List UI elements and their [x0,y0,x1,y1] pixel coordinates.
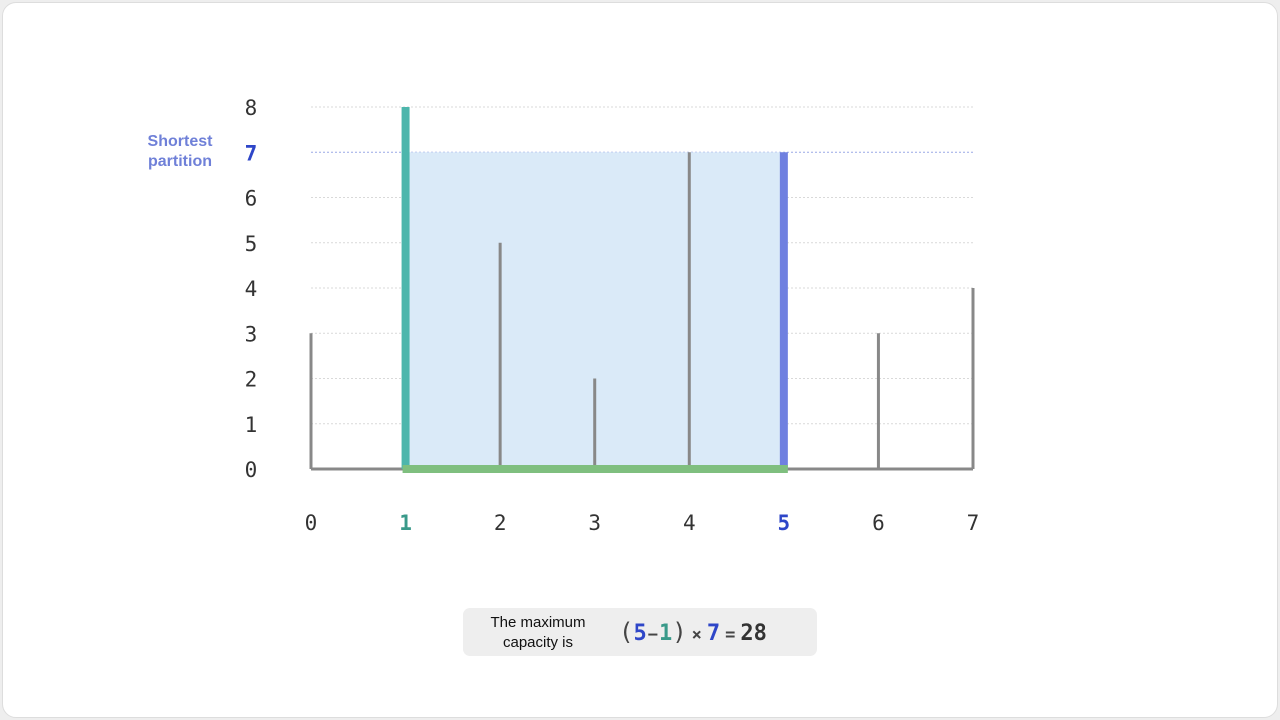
formula-caption-line2: capacity is [502,634,574,651]
formula-caption: The maximum capacity is [473,613,603,653]
x-tick-label-6: 6 [872,511,885,535]
shortest-partition-label-line2: partition [148,153,212,170]
x-tick-label-4: 4 [683,511,696,535]
y-tick-label-0: 0 [245,458,258,482]
y-tick-label-7: 7 [245,141,258,165]
x-tick-label-7: 7 [967,511,980,535]
x-tick-label-0: 0 [305,511,318,535]
formula-equals: = [725,625,736,645]
axis-labels: 0 1 2 3 4 5 6 7 8 0 1 2 3 4 5 6 7 [245,96,980,535]
y-tick-label-5: 5 [245,232,258,256]
x-tick-label-3: 3 [588,511,601,535]
formula-result: 28 [740,621,767,646]
formula-left-index: 1 [658,621,673,646]
x-tick-label-5: 5 [778,511,791,535]
formula-height: 7 [706,621,721,646]
formula-right-index: 5 [633,621,647,646]
max-capacity-formula: The maximum capacity is (5−1) × 7 = 28 [463,608,817,656]
x-tick-label-1: 1 [399,511,412,535]
y-tick-label-2: 2 [245,368,258,392]
formula-expression: (5−1) × 7 = 28 [619,617,767,647]
formula-open-paren: ( [619,618,634,646]
formula-caption-line1: The maximum [490,614,586,631]
shortest-partition-label-line1: Shortest [148,133,214,150]
y-tick-label-6: 6 [245,187,258,211]
y-tick-label-8: 8 [245,96,258,120]
y-tick-label-4: 4 [245,277,258,301]
formula-close-paren: ) [672,618,687,646]
x-tick-label-2: 2 [494,511,507,535]
y-tick-label-3: 3 [245,322,258,346]
formula-minus: − [647,625,658,645]
y-tick-label-1: 1 [245,413,258,437]
formula-times: × [691,625,702,645]
bars [309,107,975,473]
